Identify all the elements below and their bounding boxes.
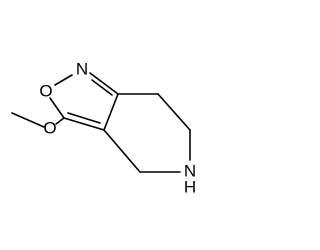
- bond: [11, 112, 45, 128]
- bond: [91, 79, 113, 96]
- atom-label: H: [184, 178, 196, 197]
- bond: [63, 117, 105, 131]
- bond: [55, 117, 65, 125]
- bonds: [11, 72, 191, 173]
- bond: [103, 129, 141, 173]
- bond: [157, 93, 191, 131]
- atom-label: O: [43, 119, 56, 138]
- atom-label: N: [76, 60, 88, 79]
- bond: [54, 74, 73, 86]
- atom-label: O: [39, 82, 52, 101]
- molecule-diagram: N O O N H: [11, 60, 196, 197]
- bond: [103, 93, 119, 131]
- bond: [49, 97, 65, 119]
- bond: [67, 112, 101, 124]
- bond: [89, 72, 119, 95]
- atom-label: N: [184, 162, 196, 181]
